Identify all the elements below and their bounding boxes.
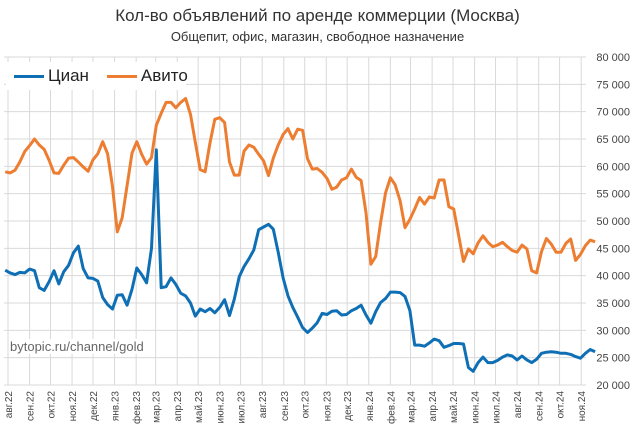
y-tick-label: 65 000 (596, 134, 630, 146)
x-tick-label: ноя.22 (68, 391, 79, 422)
x-tick-label: фев.23 (131, 391, 143, 424)
series-lines (4, 97, 596, 373)
y-axis-ticks: 20 000 25 000 30 000 35 000 40 000 45 000 50 0… (596, 52, 630, 392)
x-tick-label: окт.22 (46, 391, 57, 419)
x-tick-label: сен.23 (280, 391, 291, 421)
legend-item-cian: Циан (14, 66, 89, 86)
legend-item-avito: Авито (106, 66, 188, 86)
x-tick-label: сен.22 (26, 391, 37, 421)
x-tick-label: июн.23 (216, 391, 227, 424)
y-tick-label: 40 000 (596, 271, 630, 283)
x-tick-label: ноя.24 (577, 391, 588, 422)
legend: Циан Авито (6, 62, 188, 90)
y-tick-label: 20 000 (596, 380, 630, 392)
x-tick-label: май.23 (194, 391, 205, 423)
y-tick-label: 55 000 (596, 189, 630, 201)
x-tick-label: сен.24 (535, 391, 546, 421)
x-tick-label: янв.24 (365, 391, 376, 422)
x-tick-label: окт.23 (301, 391, 312, 419)
y-tick-label: 75 000 (596, 79, 630, 91)
x-tick-label: янв.23 (111, 391, 122, 422)
x-tick-label: дек.22 (89, 391, 100, 421)
x-axis-ticks: авг.22 сен.22 окт.22 ноя.22 дек.22 янв.23 фев.… (4, 391, 588, 424)
y-tick-label: 45 000 (596, 243, 630, 255)
x-tick-label: дек.23 (343, 391, 354, 421)
y-tick-label: 70 000 (596, 107, 630, 119)
x-tick-label: июл.24 (492, 391, 503, 424)
x-tick-label: мар.24 (407, 391, 418, 423)
x-tick-label: авг.22 (4, 391, 15, 419)
y-tick-label: 25 000 (596, 353, 630, 365)
grid (4, 56, 586, 386)
watermark: bytopic.ru/channel/gold (10, 339, 144, 354)
legend-label-cian: Циан (48, 66, 89, 85)
legend-swatch-cian (14, 74, 44, 78)
y-tick-label: 50 000 (596, 216, 630, 228)
y-tick-label: 80 000 (596, 52, 630, 64)
series-line-avito (4, 97, 596, 275)
x-tick-label: июл.23 (237, 391, 248, 424)
x-tick-label: авг.23 (258, 391, 269, 419)
x-tick-label: май.24 (449, 391, 460, 423)
x-tick-label: мар.23 (152, 391, 163, 423)
chart-subtitle: Общепит, офис, магазин, свободное назнач… (170, 29, 465, 44)
y-tick-label: 60 000 (596, 161, 630, 173)
x-tick-label: апр.24 (428, 391, 439, 422)
chart-title: Кол-во объявлений по аренде коммерции (М… (115, 6, 520, 25)
legend-label-avito: Авито (140, 66, 188, 85)
x-tick-label: ноя.23 (322, 391, 333, 422)
y-tick-label: 30 000 (596, 325, 630, 337)
legend-swatch-avito (106, 74, 137, 78)
y-tick-label: 35 000 (596, 298, 630, 310)
series-line-cian (4, 148, 596, 373)
x-tick-label: июн.24 (471, 391, 482, 424)
x-tick-label: фев.24 (385, 391, 397, 424)
x-tick-label: авг.24 (513, 391, 524, 419)
x-tick-label: апр.23 (173, 391, 184, 422)
x-tick-label: окт.24 (556, 391, 567, 419)
